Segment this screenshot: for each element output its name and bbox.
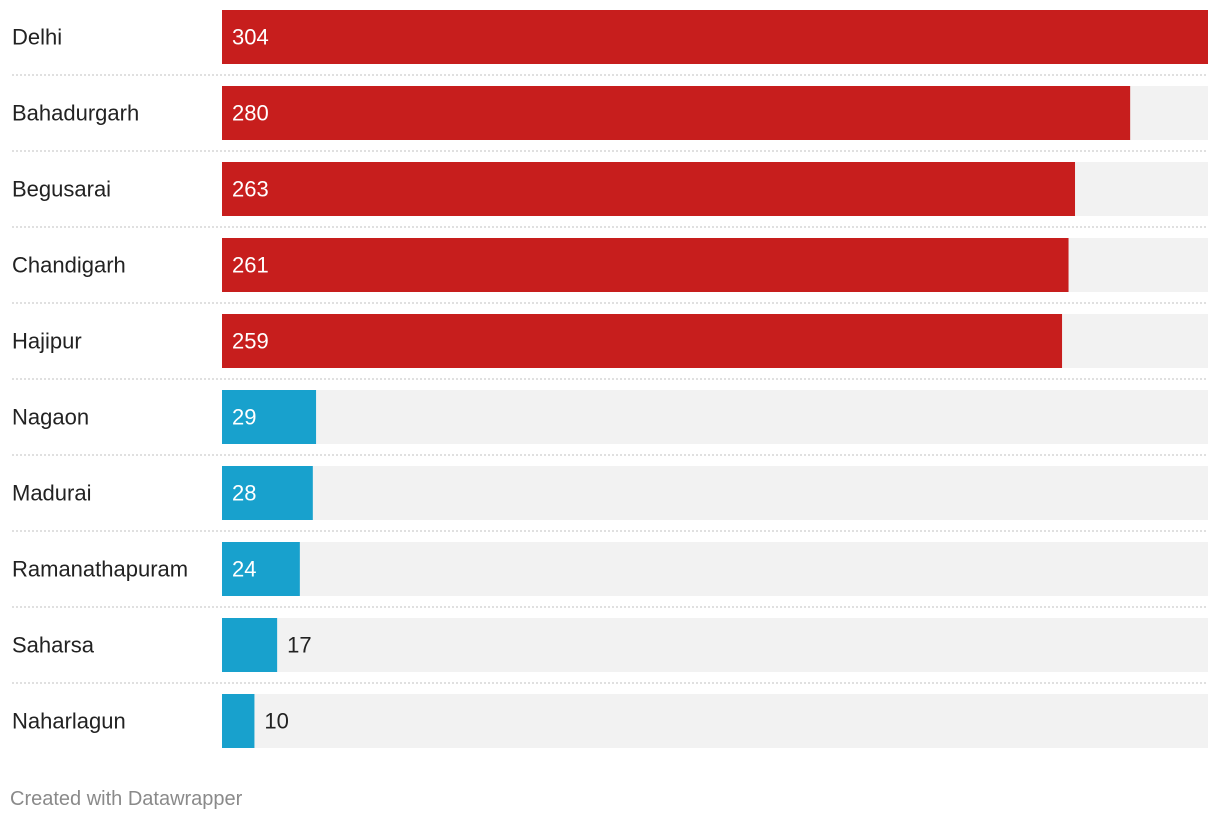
value-label: 261 — [232, 253, 269, 278]
bar — [222, 86, 1131, 140]
bar-track — [222, 466, 1208, 520]
bar — [222, 238, 1069, 292]
category-label: Chandigarh — [12, 253, 126, 278]
category-label: Madurai — [12, 481, 91, 506]
category-label: Hajipur — [12, 329, 82, 354]
category-label: Naharlagun — [12, 709, 126, 734]
bar — [222, 694, 255, 748]
bar-row: Bahadurgarh 280 — [12, 86, 1208, 152]
value-label: 24 — [232, 557, 256, 582]
bar-track — [222, 542, 1208, 596]
value-label: 263 — [232, 177, 269, 202]
bar — [222, 162, 1076, 216]
bar — [222, 10, 1208, 64]
bar-track — [222, 618, 1208, 672]
category-label: Nagaon — [12, 405, 89, 430]
category-label: Delhi — [12, 25, 62, 50]
value-label: 17 — [287, 633, 311, 658]
category-label: Saharsa — [12, 633, 95, 658]
bar-chart: Delhi 304 Bahadurgarh 280 Begusarai 263 Chandi… — [12, 10, 1208, 748]
value-label: 259 — [232, 329, 269, 354]
bar-row: Ramanathapuram 24 — [12, 542, 1208, 608]
bar — [222, 542, 300, 596]
value-label: 304 — [232, 25, 269, 50]
category-label: Ramanathapuram — [12, 557, 188, 582]
bar-row: Delhi 304 — [12, 10, 1208, 76]
bar-track — [222, 694, 1208, 748]
value-label: 280 — [232, 101, 269, 126]
bar — [222, 618, 278, 672]
bar-row: Chandigarh 261 — [12, 238, 1208, 304]
bar — [222, 314, 1063, 368]
bar-track — [222, 390, 1208, 444]
category-label: Begusarai — [12, 177, 111, 202]
bar — [222, 466, 313, 520]
bar-row: Naharlagun 10 — [12, 694, 1208, 748]
bar — [222, 390, 317, 444]
category-label: Bahadurgarh — [12, 101, 139, 126]
credit-text: Created with Datawrapper — [10, 788, 243, 810]
bar-row: Saharsa 17 — [12, 618, 1208, 684]
value-label: 29 — [232, 405, 256, 430]
bar-row: Nagaon 29 — [12, 390, 1208, 456]
bar-row: Hajipur 259 — [12, 314, 1208, 380]
value-label: 10 — [264, 709, 288, 734]
value-label: 28 — [232, 481, 256, 506]
bar-row: Begusarai 263 — [12, 162, 1208, 228]
bar-row: Madurai 28 — [12, 466, 1208, 532]
